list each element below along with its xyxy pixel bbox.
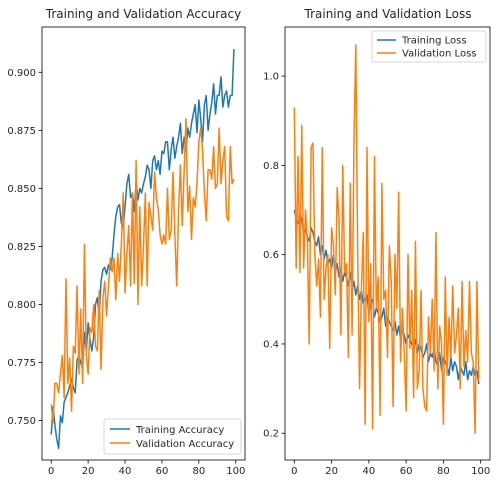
accuracy-x-tick-label: 20 [82,466,95,477]
loss-x-tick-label: 20 [325,466,338,477]
loss-x-tick-label: 0 [291,466,297,477]
loss-y-tick-label: 0.6 [263,250,279,261]
accuracy-legend: Training Accuracy Validation Accuracy [103,418,242,455]
accuracy-x-tick-label: 0 [48,466,54,477]
accuracy-y-tick-label: 0.800 [7,300,36,311]
loss-x-tick-label: 40 [362,466,375,477]
loss-x-tick-label: 80 [437,466,450,477]
legend-label-training-accuracy: Training Accuracy [135,425,224,436]
legend-label-validation-accuracy: Validation Accuracy [136,439,234,450]
accuracy-axes-frame [41,26,246,461]
accuracy-legend-box [103,418,242,455]
loss-x-tick-label: 60 [400,466,413,477]
accuracy-x-tick-label: 60 [156,466,169,477]
accuracy-y-tick-label: 0.775 [7,358,36,369]
loss-y-tick-label: 1.0 [263,72,279,83]
series-line-validation-loss [293,44,480,434]
loss-x-tick-label: 100 [471,466,490,477]
accuracy-x-tick-label: 100 [226,466,245,477]
loss-y-tick-label: 0.8 [263,161,279,172]
accuracy-panel: Training and Validation Accuracy 0 20 40 60… [7,7,246,477]
loss-panel: Training and Validation Loss 0 20 40 60 80 10… [263,7,491,477]
loss-axes-frame [284,26,491,461]
accuracy-x-tick-label: 80 [192,466,205,477]
accuracy-y-tick-label: 0.850 [7,184,36,195]
accuracy-title: Training and Validation Accuracy [45,7,241,21]
loss-legend: Training Loss Validation Loss [371,30,487,63]
loss-legend-box [371,30,487,63]
series-line-validation-accuracy [50,117,235,424]
legend-label-validation-loss: Validation Loss [402,49,477,60]
loss-title: Training and Validation Loss [304,7,472,21]
accuracy-x-tick-label: 40 [119,466,132,477]
loss-y-tick-label: 0.4 [263,339,279,350]
accuracy-y-tick-label: 0.900 [7,68,36,79]
loss-y-tick-label: 0.2 [263,429,279,440]
accuracy-y-tick-label: 0.875 [7,126,36,137]
legend-label-training-loss: Training Loss [401,36,467,47]
accuracy-y-tick-label: 0.825 [7,242,36,253]
accuracy-y-tick-label: 0.750 [7,416,36,427]
